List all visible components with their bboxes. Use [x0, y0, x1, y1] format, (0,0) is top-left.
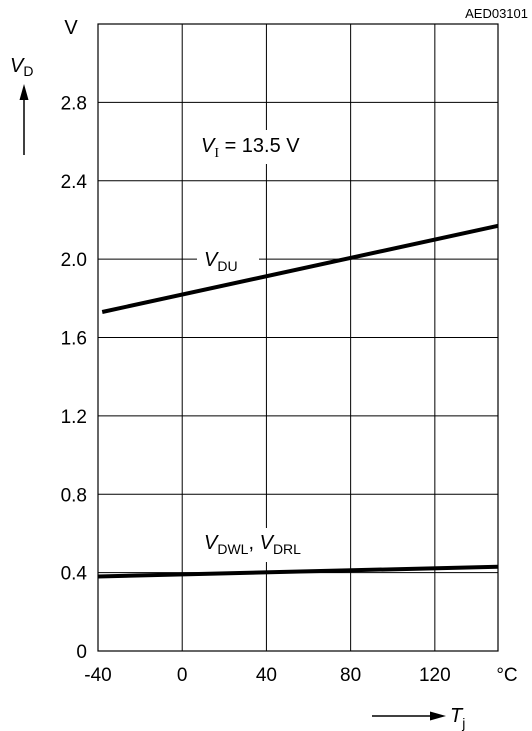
- x-tick-label: 40: [256, 665, 277, 686]
- y-axis-unit: V: [64, 17, 78, 39]
- x-tick-label: 0: [177, 665, 188, 686]
- series-label-vdwl-vdrl: VDWL, VDRL: [196, 528, 342, 562]
- x-axis-label-sub: j: [461, 715, 465, 731]
- series-label-vdwl-sub: DWL: [217, 541, 248, 557]
- series-layer: [97, 223, 499, 579]
- series-label-vdu-symbol: V: [204, 249, 219, 271]
- x-axis-unit: °C: [496, 665, 517, 686]
- y-tick-label: 0.4: [61, 564, 88, 585]
- x-axis-label: Tj: [450, 705, 465, 731]
- annotation-value: = 13.5 V: [219, 135, 300, 157]
- y-axis-label-symbol: V: [10, 55, 25, 77]
- y-axis-label-sub: D: [23, 63, 33, 79]
- figure-id: AED03101: [465, 6, 528, 21]
- y-tick-label: 2.0: [61, 250, 87, 271]
- x-axis-label-symbol: T: [450, 705, 464, 727]
- series-label-vdrl-symbol: V: [260, 532, 275, 554]
- series-line-0: [101, 223, 499, 314]
- y-axis-label: VD: [10, 55, 33, 79]
- svg-text:VI = 13.5 V: VI = 13.5 V: [201, 135, 300, 161]
- series-line-1: [97, 564, 499, 579]
- annotation-symbol: V: [201, 135, 216, 157]
- series-label-vdwl-symbol: V: [204, 532, 219, 554]
- annotation-sub: I: [214, 146, 219, 161]
- series-label-vdu-sub: DU: [217, 258, 237, 274]
- series-label-vdrl-sub: DRL: [273, 541, 301, 557]
- plot-frame: [97, 23, 499, 652]
- series-label-vdu: VDU: [197, 245, 259, 275]
- x-axis-arrow: [372, 711, 446, 721]
- y-tick-label: 1.6: [61, 329, 87, 350]
- svg-text:VDU: VDU: [204, 249, 238, 274]
- y-tick-label: 2.4: [61, 172, 88, 193]
- y-axis-arrow: [19, 84, 29, 155]
- y-tick-label: 0.8: [61, 485, 87, 506]
- x-tick-label: 120: [419, 665, 451, 686]
- y-tick-label: 2.8: [61, 93, 87, 114]
- x-tick-label: 80: [340, 665, 361, 686]
- y-tick-label: 1.2: [61, 407, 87, 428]
- condition-annotation: VI = 13.5 V: [196, 130, 338, 164]
- x-tick-label: -40: [84, 665, 111, 686]
- svg-text:VDWL, VDRL: VDWL, VDRL: [204, 532, 301, 557]
- y-tick-label: 0: [76, 642, 87, 663]
